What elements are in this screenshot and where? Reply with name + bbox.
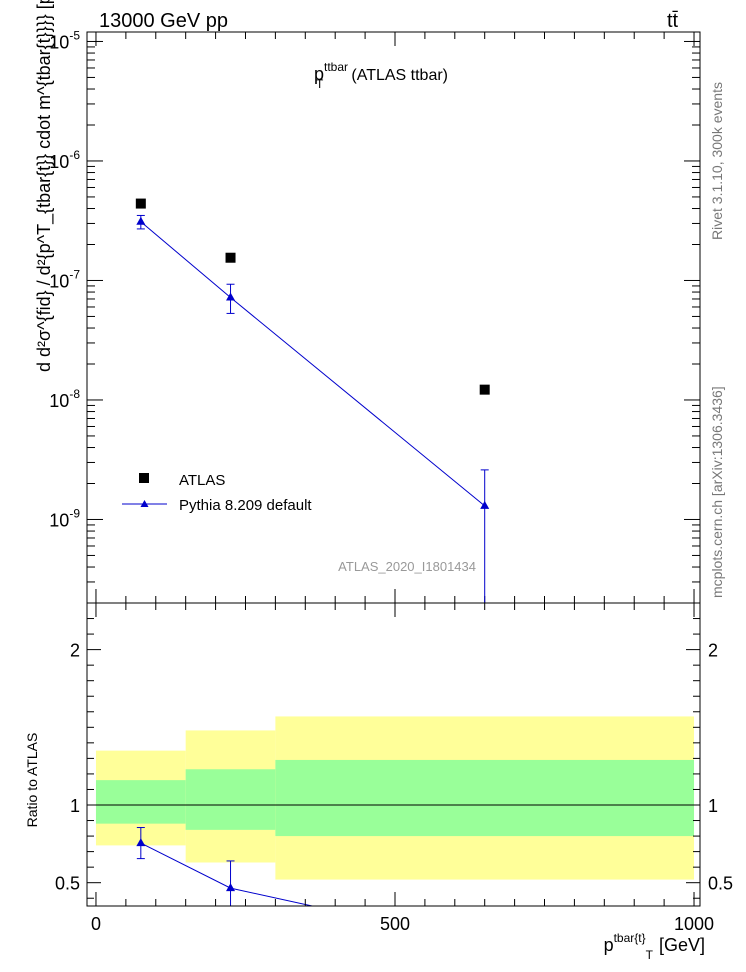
mc-point: [136, 216, 146, 225]
legend-atlas-marker: [139, 473, 149, 483]
main-ticks: 10-9 10-8 10-7 10-6 10-5: [49, 28, 700, 604]
mc-line: [140, 221, 486, 507]
x-axis-label-main: p: [604, 935, 614, 955]
ratio-point: [226, 883, 236, 892]
x-axis-label-sup: tbar{t}: [614, 931, 646, 945]
main-ylabel: d d²σ^{fid} / d²{p^T_{tbar{t}} cdot m^{t…: [34, 0, 55, 372]
y-tick-label: 10-5: [49, 28, 80, 52]
plot-title-main: p: [314, 64, 324, 84]
main-panel: 10-9 10-8 10-7 10-6 10-5 pttbar T (ATLAS ttbar…: [34, 0, 701, 604]
ratio-y-tick-label-right: 0.5: [708, 874, 733, 894]
x-tick-label: 1000: [674, 914, 714, 934]
legend-pythia-label: Pythia 8.209 default: [179, 497, 312, 514]
plot-title-sub: T: [316, 77, 324, 91]
main-mc-curve: [140, 221, 486, 507]
ratio-point: [136, 838, 146, 847]
ratio-inner-band: [95, 780, 186, 824]
x-axis-label-suffix: [GeV]: [659, 935, 705, 955]
atlas-data-point: [479, 384, 490, 395]
ratio-ylabel: Ratio to ATLAS: [24, 733, 40, 828]
ratio-inner-band: [275, 759, 695, 837]
ratio-ticks: 0 500 1000 0.5 0.5 1 1 2 2: [55, 603, 733, 934]
ratio-y-tick-label-left: 0.5: [55, 874, 80, 894]
plot-title-suffix: (ATLAS ttbar): [351, 67, 448, 84]
main-points: [135, 198, 490, 603]
ratio-y-tick-label-left: 2: [70, 641, 80, 661]
legend-atlas-label: ATLAS: [179, 472, 225, 489]
x-tick-label: 0: [91, 914, 101, 934]
ratio-y-tick-label-right: 1: [708, 796, 718, 816]
main-frame: [86, 31, 701, 604]
ratio-inner-band: [185, 769, 276, 830]
mc-point: [226, 292, 236, 301]
legend: ATLAS Pythia 8.209 default: [122, 472, 312, 514]
x-tick-label: 500: [380, 914, 410, 934]
ratio-y-tick-label-left: 1: [70, 796, 80, 816]
ratio-frame: [86, 602, 701, 907]
legend-pythia-marker: [140, 500, 149, 507]
y-tick-label: 10-8: [49, 387, 80, 411]
ratio-uncertainty-bands: [87, 716, 700, 880]
x-axis-label-sub: T: [646, 948, 654, 962]
mcplots-label: mcplots.cern.ch [arXiv:1306.3436]: [709, 386, 725, 598]
process-label: tt̄: [667, 10, 679, 32]
plot-title-sup: ttbar: [324, 60, 348, 74]
energy-label: 13000 GeV pp: [99, 10, 228, 32]
atlas-data-point: [225, 252, 236, 263]
y-tick-label: 10-9: [49, 506, 80, 530]
atlas-data-point: [135, 198, 146, 209]
analysis-watermark: ATLAS_2020_I1801434: [338, 559, 476, 574]
y-tick-label: 10-7: [49, 267, 80, 291]
mc-point: [480, 500, 490, 509]
ratio-panel: 0 500 1000 0.5 0.5 1 1 2 2 Ratio to ATLAS ptbar{…: [24, 602, 733, 962]
y-tick-label: 10-6: [49, 148, 80, 172]
rivet-version-label: Rivet 3.1.10, 300k events: [709, 82, 725, 240]
plot-title: pttbar T (ATLAS ttbar): [314, 60, 448, 91]
ratio-mc-curve: [136, 827, 315, 906]
x-axis-label: ptbar{t}T [GeV]: [604, 931, 705, 962]
ratio-y-tick-label-right: 2: [708, 641, 718, 661]
